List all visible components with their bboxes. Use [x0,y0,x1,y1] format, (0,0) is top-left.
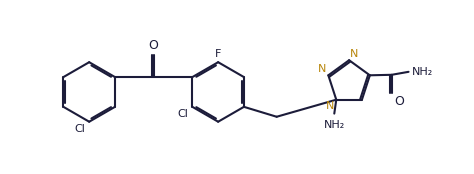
Text: N: N [318,64,327,74]
Text: Cl: Cl [74,124,85,134]
Text: O: O [149,39,159,52]
Text: F: F [215,49,221,59]
Text: Cl: Cl [178,109,188,119]
Text: NH₂: NH₂ [411,67,433,77]
Text: N: N [326,101,334,111]
Text: NH₂: NH₂ [324,120,345,129]
Text: N: N [350,49,358,59]
Text: O: O [395,95,404,108]
